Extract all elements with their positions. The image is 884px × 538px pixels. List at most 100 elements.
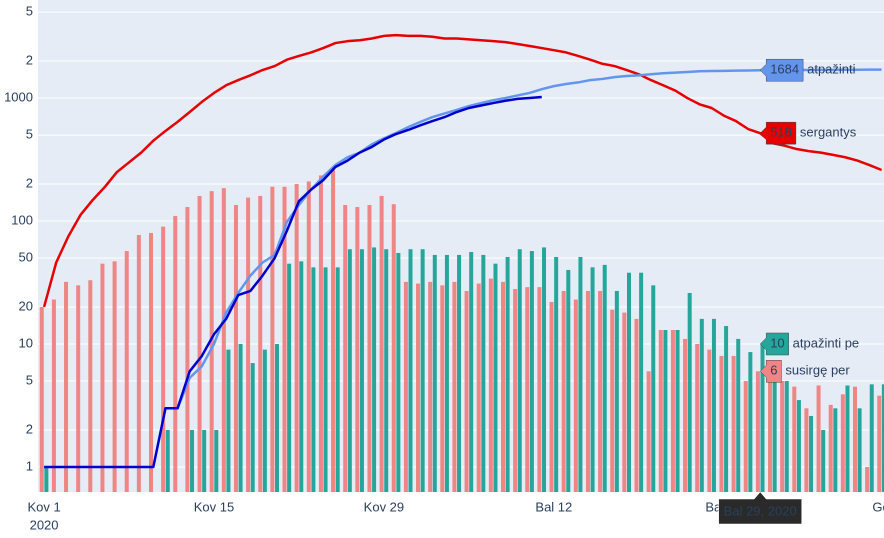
bar [772, 381, 777, 492]
bar [476, 283, 481, 492]
bar [335, 267, 340, 492]
bar [852, 386, 857, 492]
bar [457, 254, 462, 492]
hover-x-box [718, 491, 802, 525]
x-tick-label: Geg 10 [872, 499, 884, 514]
bar [396, 252, 401, 492]
bar [384, 249, 389, 492]
bar [542, 247, 547, 492]
bar [112, 261, 117, 492]
bar [881, 384, 884, 492]
y-tick-label: 50 [19, 249, 33, 264]
bar [675, 329, 680, 492]
bar [379, 195, 384, 492]
bar [238, 344, 243, 492]
bar [44, 466, 49, 492]
bar [614, 290, 619, 492]
bar [683, 338, 688, 492]
bar [343, 204, 348, 493]
bar [724, 326, 729, 492]
bar [452, 281, 457, 492]
bar [755, 371, 760, 492]
bar [488, 278, 493, 492]
y-tick-label: 1 [26, 458, 33, 473]
hover-box [759, 121, 797, 145]
bar [440, 285, 445, 492]
bar [76, 285, 81, 492]
bar [197, 195, 202, 492]
bar [719, 355, 724, 492]
hover-name: atpažinti pe [793, 335, 860, 350]
hover-x-text: Bal 29, 2020 [724, 503, 797, 518]
bar [585, 290, 590, 492]
hover-label: 10 atpažinti pe [759, 332, 860, 356]
hover-value: 6 [770, 363, 777, 378]
bar [148, 232, 154, 492]
bar [687, 292, 692, 492]
bar [331, 169, 336, 492]
bar [444, 254, 449, 492]
bar [226, 349, 231, 492]
y-tick-label: 10 [19, 335, 33, 350]
bar [561, 290, 566, 492]
y-tick-label: 1000 [4, 89, 33, 104]
bar [64, 281, 69, 492]
hover-box [759, 58, 804, 82]
bar [270, 186, 275, 492]
bar [590, 267, 595, 492]
y-tick-label: 2 [26, 421, 33, 436]
bar [658, 329, 663, 492]
bar [161, 226, 166, 492]
bar [695, 344, 700, 492]
bar [780, 381, 785, 492]
bar [736, 338, 741, 492]
bar [566, 269, 571, 492]
bar [670, 329, 675, 492]
bar [634, 318, 639, 492]
bar [877, 395, 882, 492]
hover-value: 518 [770, 125, 792, 140]
bar [537, 287, 542, 492]
y-tick-label: 2 [26, 175, 33, 190]
bar [282, 186, 287, 492]
bar [865, 466, 870, 492]
bar [124, 251, 129, 492]
bar [39, 306, 44, 492]
bar [500, 281, 505, 492]
bar [707, 349, 712, 492]
bar [136, 234, 141, 493]
bar [469, 251, 474, 492]
bar [804, 408, 809, 492]
bar [743, 381, 748, 492]
bar [517, 249, 522, 492]
hover-box [759, 332, 789, 356]
bar [493, 263, 498, 492]
bar [420, 249, 425, 492]
bar [639, 272, 644, 492]
bar [209, 191, 214, 493]
bar [464, 290, 469, 492]
bar [258, 195, 263, 492]
bar [88, 280, 93, 492]
bar [792, 386, 797, 492]
bar [646, 371, 651, 492]
bar [699, 318, 704, 492]
bar [731, 355, 736, 492]
bar [833, 408, 838, 492]
bar [840, 394, 845, 492]
x-tick-label: Bal 12 [535, 499, 572, 514]
bar [796, 400, 801, 492]
hover-box [759, 360, 782, 383]
bar [432, 254, 437, 492]
bar [323, 267, 328, 492]
bar [250, 363, 255, 492]
bar [318, 175, 323, 493]
x-tick-label: Kov 29 [364, 499, 404, 514]
x-tick-label: Kov 15 [194, 499, 234, 514]
bar [262, 349, 267, 492]
bar [828, 404, 833, 492]
hover-value: 10 [770, 335, 784, 350]
bar [610, 309, 615, 492]
bar [408, 249, 413, 492]
